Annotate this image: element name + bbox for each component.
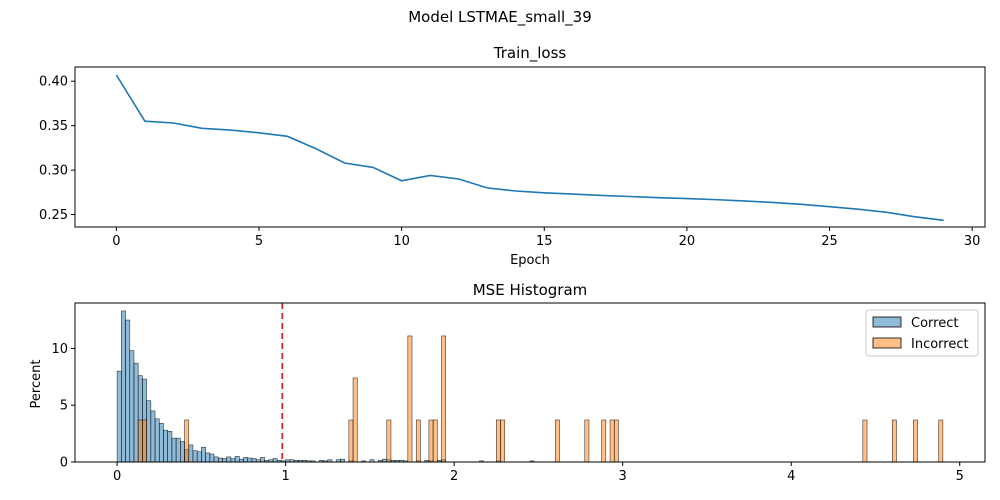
histogram-bar-incorrect [441, 335, 447, 463]
histogram-bar-incorrect [892, 419, 897, 463]
x-tick-label: 2 [450, 469, 458, 484]
histogram-bar-correct [171, 437, 177, 463]
histogram-bar-correct [222, 458, 227, 463]
histogram-bar-correct [167, 431, 173, 463]
x-tick-label: 10 [393, 234, 410, 249]
y-tick-label: 5 [60, 399, 68, 414]
mse-histogram-ylabel: Percent [29, 360, 44, 409]
histogram-bar-incorrect [495, 419, 501, 463]
histogram-bar-correct [154, 418, 160, 463]
y-tick-label: 0.35 [39, 119, 68, 134]
histogram-bar-incorrect [415, 419, 421, 463]
histogram-bar-correct [230, 458, 236, 463]
train-loss-line [115, 74, 944, 222]
histogram-bar-correct [234, 456, 240, 463]
x-tick-label: 5 [255, 234, 263, 249]
histogram-bar-correct [150, 410, 156, 463]
histogram-bar-incorrect [601, 419, 607, 463]
histogram-bar-incorrect [554, 419, 560, 463]
histogram-bar-incorrect [428, 419, 434, 463]
y-tick-label: 0.25 [39, 208, 68, 223]
histogram-bar-correct [116, 370, 122, 463]
histogram-bar-correct [260, 457, 265, 463]
histogram-bar-correct [213, 456, 219, 463]
histogram-bar-correct [243, 457, 249, 463]
x-tick-label: 15 [536, 234, 553, 249]
mse-histogram-title: MSE Histogram [473, 281, 588, 299]
histogram-bar-correct [272, 458, 278, 463]
histogram-bar-incorrect [432, 419, 438, 463]
x-tick-label: 20 [679, 234, 696, 249]
train-loss-title: Train_loss [493, 44, 567, 63]
y-tick-label: 10 [51, 342, 68, 357]
histogram-bar-incorrect [184, 419, 190, 463]
mse-histogram-frame [74, 302, 986, 463]
histogram-bar-incorrect [386, 419, 392, 463]
histogram-bar-incorrect [609, 419, 615, 463]
histogram-bar-correct [125, 319, 131, 463]
histogram-bar-incorrect [500, 419, 506, 463]
histogram-bar-incorrect [352, 377, 358, 463]
x-tick-label: 1 [282, 469, 290, 484]
legend-label-correct: Correct [911, 316, 958, 331]
histogram-bar-incorrect [407, 335, 413, 463]
histogram-bar-correct [201, 446, 206, 463]
histogram-bar-incorrect [142, 419, 147, 463]
legend-label-incorrect: Incorrect [911, 337, 969, 352]
histogram-bar-incorrect [613, 419, 619, 463]
mse-histogram-ticks: 0 1 2 3 4 5 0 5 10 [51, 342, 963, 484]
histogram-bar-correct [158, 423, 164, 463]
histogram-bar-incorrect [862, 419, 868, 463]
train-loss-chart: Train_loss 0 5 10 15 20 25 300.250.300.350.40 … [39, 44, 986, 268]
mse-histogram-chart: MSE Histogram 0 1 2 3 4 5 0 5 10 Percent Correct… [29, 281, 986, 484]
histogram-bar-correct [196, 451, 202, 463]
x-tick-label: 0 [112, 234, 120, 249]
histogram-bar-correct [209, 453, 215, 463]
histogram-bar-correct [175, 437, 181, 463]
x-tick-label: 3 [619, 469, 627, 484]
histogram-bar-correct [146, 400, 152, 463]
y-tick-label: 0 [60, 456, 68, 471]
histogram-bar-correct [121, 310, 126, 463]
histogram-bar-incorrect [938, 419, 944, 463]
histogram-bar-incorrect [584, 419, 590, 463]
histogram-bar-correct [192, 450, 198, 463]
histogram-bar-correct [163, 429, 168, 463]
x-tick-label: 30 [964, 234, 981, 249]
x-tick-label: 4 [787, 469, 795, 484]
histogram-bar-correct [133, 362, 139, 463]
mse-histogram-plot-area [116, 303, 944, 463]
histogram-bar-correct [251, 458, 257, 463]
histogram-bar-correct [247, 457, 253, 463]
histogram-bar-correct [180, 441, 185, 463]
train-loss-plot-area [115, 74, 944, 222]
y-tick-label: 0.30 [39, 164, 68, 179]
y-tick-label: 0.40 [39, 75, 68, 90]
x-tick-label: 5 [956, 469, 964, 484]
histogram-bar-correct [129, 350, 135, 463]
train-loss-xlabel: Epoch [510, 253, 550, 268]
histogram-bar-incorrect [137, 419, 143, 463]
train-loss-frame [74, 66, 986, 228]
train-loss-ticks: 0 5 10 15 20 25 30 0.25 0.30 0.35 0.40 [39, 75, 980, 249]
histogram-bar-correct [205, 452, 211, 463]
x-tick-label: 0 [113, 469, 121, 484]
legend-swatch-incorrect [872, 337, 902, 349]
histogram-bar-correct [188, 444, 194, 463]
histogram-bar-correct [217, 457, 223, 463]
legend-swatch-correct [872, 316, 902, 328]
histogram-bar-incorrect [348, 419, 354, 463]
x-tick-label: 25 [821, 234, 838, 249]
figure-suptitle: Model LSTMAE_small_39 [408, 8, 592, 27]
histogram-bar-incorrect [913, 419, 918, 463]
histogram-bar-correct [226, 456, 232, 463]
legend: Correct Incorrect [865, 309, 979, 357]
